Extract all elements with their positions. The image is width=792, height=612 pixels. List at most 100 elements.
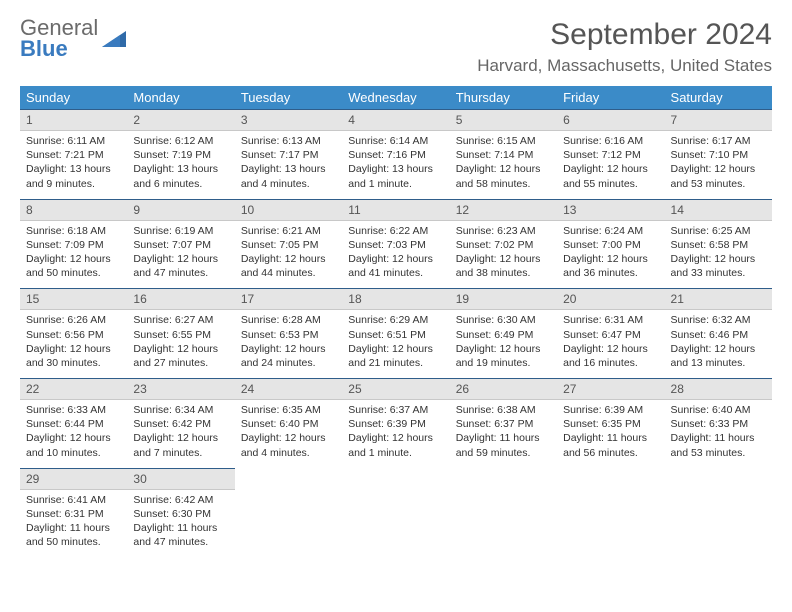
day-number: 22 <box>20 378 127 400</box>
day-number: 13 <box>557 199 664 221</box>
day-dl: Daylight: 12 hours and 55 minutes. <box>563 162 658 190</box>
day-dl: Daylight: 12 hours and 24 minutes. <box>241 342 336 370</box>
day-ss: Sunset: 7:17 PM <box>241 148 336 162</box>
day-ss: Sunset: 7:14 PM <box>456 148 551 162</box>
calendar-day-cell: 15Sunrise: 6:26 AMSunset: 6:56 PMDayligh… <box>20 288 127 378</box>
calendar-day-cell: 5 Sunrise: 6:15 AMSunset: 7:14 PMDaylight… <box>450 109 557 199</box>
day-content: Sunrise: 6:14 AMSunset: 7:16 PMDaylight:… <box>342 131 449 199</box>
day-dl: Daylight: 12 hours and 1 minute. <box>348 431 443 459</box>
day-ss: Sunset: 7:10 PM <box>671 148 766 162</box>
day-sr: Sunrise: 6:34 AM <box>133 403 228 417</box>
day-content: Sunrise: 6:39 AMSunset: 6:35 PMDaylight:… <box>557 400 664 468</box>
day-ss: Sunset: 6:31 PM <box>26 507 121 521</box>
day-sr: Sunrise: 6:22 AM <box>348 224 443 238</box>
calendar-day-cell: 22Sunrise: 6:33 AMSunset: 6:44 PMDayligh… <box>20 378 127 468</box>
day-content: Sunrise: 6:17 AMSunset: 7:10 PMDaylight:… <box>665 131 772 199</box>
day-sr: Sunrise: 6:13 AM <box>241 134 336 148</box>
calendar-day-cell: 16Sunrise: 6:27 AMSunset: 6:55 PMDayligh… <box>127 288 234 378</box>
day-number: 23 <box>127 378 234 400</box>
day-ss: Sunset: 6:46 PM <box>671 328 766 342</box>
day-sr: Sunrise: 6:35 AM <box>241 403 336 417</box>
weekday-header: Wednesday <box>342 86 449 109</box>
calendar-day-cell <box>235 468 342 558</box>
calendar-day-cell: 18Sunrise: 6:29 AMSunset: 6:51 PMDayligh… <box>342 288 449 378</box>
day-sr: Sunrise: 6:14 AM <box>348 134 443 148</box>
calendar-day-cell: 19Sunrise: 6:30 AMSunset: 6:49 PMDayligh… <box>450 288 557 378</box>
day-dl: Daylight: 11 hours and 53 minutes. <box>671 431 766 459</box>
logo-text-bottom: Blue <box>20 39 98 60</box>
weekday-header: Thursday <box>450 86 557 109</box>
day-sr: Sunrise: 6:18 AM <box>26 224 121 238</box>
day-number: 21 <box>665 288 772 310</box>
calendar-day-cell: 13Sunrise: 6:24 AMSunset: 7:00 PMDayligh… <box>557 199 664 289</box>
day-number: 7 <box>665 109 772 131</box>
day-sr: Sunrise: 6:30 AM <box>456 313 551 327</box>
day-number: 18 <box>342 288 449 310</box>
calendar-day-cell: 24Sunrise: 6:35 AMSunset: 6:40 PMDayligh… <box>235 378 342 468</box>
day-dl: Daylight: 12 hours and 13 minutes. <box>671 342 766 370</box>
calendar-table: SundayMondayTuesdayWednesdayThursdayFrid… <box>20 86 772 557</box>
day-content: Sunrise: 6:13 AMSunset: 7:17 PMDaylight:… <box>235 131 342 199</box>
day-ss: Sunset: 6:49 PM <box>456 328 551 342</box>
day-dl: Daylight: 12 hours and 50 minutes. <box>26 252 121 280</box>
day-content: Sunrise: 6:33 AMSunset: 6:44 PMDaylight:… <box>20 400 127 468</box>
calendar-day-cell <box>557 468 664 558</box>
day-number: 19 <box>450 288 557 310</box>
day-number: 4 <box>342 109 449 131</box>
day-ss: Sunset: 6:44 PM <box>26 417 121 431</box>
day-content: Sunrise: 6:30 AMSunset: 6:49 PMDaylight:… <box>450 310 557 378</box>
day-dl: Daylight: 12 hours and 58 minutes. <box>456 162 551 190</box>
day-sr: Sunrise: 6:11 AM <box>26 134 121 148</box>
header: General Blue September 2024 Harvard, Mas… <box>20 18 772 76</box>
day-sr: Sunrise: 6:24 AM <box>563 224 658 238</box>
calendar-day-cell: 9Sunrise: 6:19 AMSunset: 7:07 PMDaylight… <box>127 199 234 289</box>
day-dl: Daylight: 12 hours and 27 minutes. <box>133 342 228 370</box>
calendar-day-cell: 4Sunrise: 6:14 AMSunset: 7:16 PMDaylight… <box>342 109 449 199</box>
calendar-week-row: 22Sunrise: 6:33 AMSunset: 6:44 PMDayligh… <box>20 378 772 468</box>
day-sr: Sunrise: 6:26 AM <box>26 313 121 327</box>
day-dl: Daylight: 11 hours and 50 minutes. <box>26 521 121 549</box>
day-number: 6 <box>557 109 664 131</box>
calendar-day-cell: 20Sunrise: 6:31 AMSunset: 6:47 PMDayligh… <box>557 288 664 378</box>
day-content: Sunrise: 6:26 AMSunset: 6:56 PMDaylight:… <box>20 310 127 378</box>
day-number: 2 <box>127 109 234 131</box>
day-sr: Sunrise: 6:41 AM <box>26 493 121 507</box>
day-sr: Sunrise: 6:19 AM <box>133 224 228 238</box>
day-sr: Sunrise: 6:16 AM <box>563 134 658 148</box>
day-ss: Sunset: 7:21 PM <box>26 148 121 162</box>
day-sr: Sunrise: 6:25 AM <box>671 224 766 238</box>
calendar-day-cell: 11Sunrise: 6:22 AMSunset: 7:03 PMDayligh… <box>342 199 449 289</box>
calendar-week-row: 15Sunrise: 6:26 AMSunset: 6:56 PMDayligh… <box>20 288 772 378</box>
day-content: Sunrise: 6:32 AMSunset: 6:46 PMDaylight:… <box>665 310 772 378</box>
day-number: 29 <box>20 468 127 490</box>
day-content: Sunrise: 6:34 AMSunset: 6:42 PMDaylight:… <box>127 400 234 468</box>
calendar-day-cell: 3Sunrise: 6:13 AMSunset: 7:17 PMDaylight… <box>235 109 342 199</box>
weekday-header: Sunday <box>20 86 127 109</box>
day-sr: Sunrise: 6:23 AM <box>456 224 551 238</box>
day-dl: Daylight: 11 hours and 47 minutes. <box>133 521 228 549</box>
logo-text: General Blue <box>20 18 98 60</box>
day-ss: Sunset: 6:35 PM <box>563 417 658 431</box>
day-content: Sunrise: 6:21 AMSunset: 7:05 PMDaylight:… <box>235 221 342 289</box>
day-number: 17 <box>235 288 342 310</box>
day-number: 14 <box>665 199 772 221</box>
day-dl: Daylight: 11 hours and 56 minutes. <box>563 431 658 459</box>
day-dl: Daylight: 13 hours and 9 minutes. <box>26 162 121 190</box>
day-number: 5 <box>450 109 557 131</box>
calendar-day-cell <box>665 468 772 558</box>
day-dl: Daylight: 12 hours and 47 minutes. <box>133 252 228 280</box>
day-sr: Sunrise: 6:29 AM <box>348 313 443 327</box>
weekday-header: Friday <box>557 86 664 109</box>
calendar-day-cell: 28Sunrise: 6:40 AMSunset: 6:33 PMDayligh… <box>665 378 772 468</box>
calendar-week-row: 1Sunrise: 6:11 AMSunset: 7:21 PMDaylight… <box>20 109 772 199</box>
day-sr: Sunrise: 6:15 AM <box>456 134 551 148</box>
day-content: Sunrise: 6:28 AMSunset: 6:53 PMDaylight:… <box>235 310 342 378</box>
calendar-header-row: SundayMondayTuesdayWednesdayThursdayFrid… <box>20 86 772 109</box>
day-sr: Sunrise: 6:40 AM <box>671 403 766 417</box>
day-dl: Daylight: 12 hours and 53 minutes. <box>671 162 766 190</box>
calendar-day-cell: 8Sunrise: 6:18 AMSunset: 7:09 PMDaylight… <box>20 199 127 289</box>
calendar-day-cell <box>342 468 449 558</box>
day-number: 24 <box>235 378 342 400</box>
calendar-week-row: 8Sunrise: 6:18 AMSunset: 7:09 PMDaylight… <box>20 199 772 289</box>
weekday-header: Saturday <box>665 86 772 109</box>
